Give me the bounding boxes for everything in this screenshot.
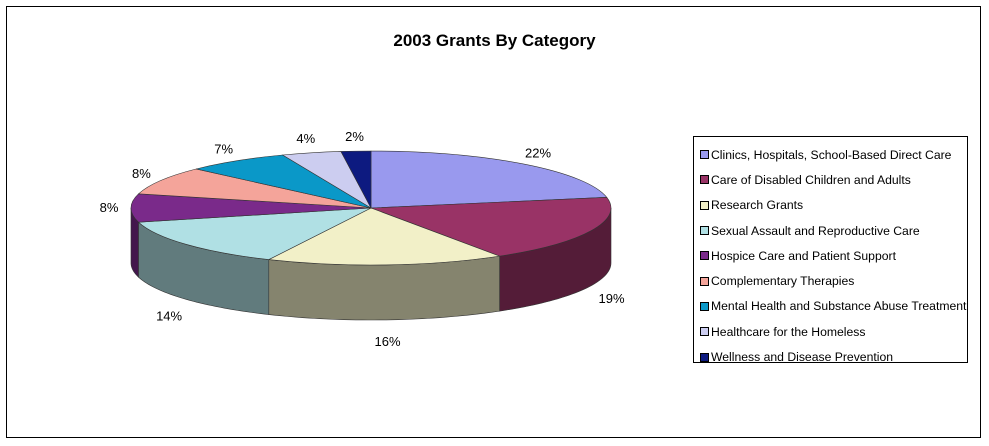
legend-label-5: Complementary Therapies <box>711 274 855 289</box>
pie-slice-0 <box>370 150 608 209</box>
data-label-8: 2% <box>345 129 364 144</box>
legend: Clinics, Hospitals, School-Based Direct … <box>693 136 968 364</box>
legend-item-3: Sexual Assault and Reproductive Care <box>700 218 967 243</box>
pie-slice-4 <box>130 193 372 223</box>
data-label-0: 22% <box>525 145 551 160</box>
data-label-7: 4% <box>296 131 315 146</box>
legend-swatch-0 <box>700 150 709 160</box>
legend-item-2: Research Grants <box>700 193 967 218</box>
legend-label-2: Research Grants <box>711 198 804 213</box>
legend-swatch-5 <box>700 276 709 286</box>
legend-item-6: Mental Health and Substance Abuse Treatm… <box>700 294 967 319</box>
legend-item-8: Wellness and Disease Prevention <box>700 344 967 369</box>
pie-slice-2 <box>267 207 501 266</box>
pie-slice-1 <box>370 197 612 257</box>
legend-label-6: Mental Health and Substance Abuse Treatm… <box>711 299 967 314</box>
legend-label-7: Healthcare for the Homeless <box>711 324 866 339</box>
legend-item-4: Hospice Care and Patient Support <box>700 243 967 268</box>
legend-swatch-7 <box>700 327 709 337</box>
chart-frame: 2003 Grants By Category 22% 19% 16% 14% 8% 8%… <box>6 6 981 438</box>
legend-label-0: Clinics, Hospitals, School-Based Direct … <box>711 147 952 162</box>
pie-chart: 22% 19% 16% 14% 8% 8% 7% 4% 2% <box>100 129 625 349</box>
legend-item-0: Clinics, Hospitals, School-Based Direct … <box>700 142 967 167</box>
legend-swatch-8 <box>700 352 709 362</box>
data-label-4: 8% <box>100 200 119 215</box>
legend-swatch-2 <box>700 200 709 210</box>
legend-swatch-3 <box>700 226 709 236</box>
legend-label-8: Wellness and Disease Prevention <box>711 350 894 365</box>
legend-swatch-6 <box>700 301 709 311</box>
legend-item-7: Healthcare for the Homeless <box>700 319 967 344</box>
legend-item-1: Care of Disabled Children and Adults <box>700 167 967 192</box>
data-label-1: 19% <box>598 291 624 306</box>
pie-slice-6 <box>195 154 372 209</box>
legend-item-5: Complementary Therapies <box>700 268 967 293</box>
legend-label-3: Sexual Assault and Reproductive Care <box>711 223 920 238</box>
legend-label-4: Hospice Care and Patient Support <box>711 248 896 263</box>
pie-slice-8 <box>340 150 372 209</box>
legend-swatch-4 <box>700 251 709 261</box>
data-label-2: 16% <box>374 334 400 349</box>
data-label-5: 8% <box>132 166 151 181</box>
pie-slice-5 <box>137 168 372 209</box>
data-label-6: 7% <box>214 141 233 156</box>
pie-side-2 <box>268 255 500 321</box>
data-label-3: 14% <box>156 308 182 323</box>
legend-label-1: Care of Disabled Children and Adults <box>711 172 911 187</box>
pie-slice-3 <box>137 207 372 260</box>
chart-title: 2003 Grants By Category <box>393 31 596 50</box>
legend-swatch-1 <box>700 175 709 185</box>
